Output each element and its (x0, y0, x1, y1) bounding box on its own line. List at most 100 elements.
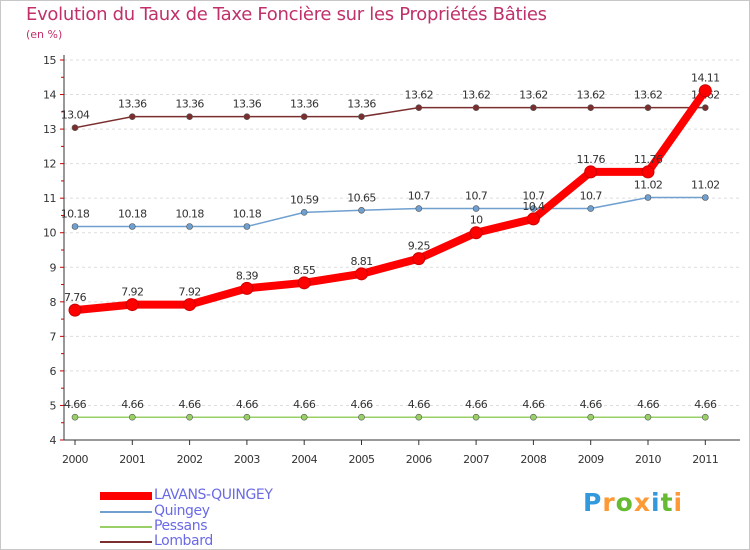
data-point (358, 413, 365, 421)
data-point (186, 113, 193, 120)
data-point (587, 413, 595, 421)
data-label: 10.65 (347, 191, 376, 204)
y-tick-label: 8 (50, 296, 57, 309)
data-label: 10.18 (118, 208, 147, 221)
data-label: 13.36 (233, 98, 262, 111)
data-label: 7.76 (64, 291, 87, 304)
legend-label: Pessans (154, 518, 208, 534)
data-label: 4.66 (293, 398, 316, 411)
legend-label: Quingey (154, 503, 210, 519)
x-tick-label: 2010 (635, 453, 661, 466)
data-point (71, 413, 79, 421)
x-tick-label: 2007 (463, 453, 489, 466)
chart-title: Evolution du Taux de Taxe Foncière sur l… (26, 4, 547, 25)
data-point (530, 205, 537, 212)
logo-letter: i (673, 488, 684, 517)
data-point (183, 298, 197, 312)
data-label: 4.66 (64, 398, 87, 411)
x-tick-label: 2004 (291, 453, 317, 466)
data-label: 4.66 (179, 398, 202, 411)
data-point (701, 194, 709, 201)
x-tick-label: 2005 (349, 453, 375, 466)
data-point (472, 413, 480, 421)
data-label: 8.55 (293, 264, 316, 277)
data-point (71, 223, 79, 230)
data-label: 13.62 (576, 89, 605, 102)
data-point (129, 413, 136, 421)
data-point (472, 205, 480, 212)
data-point (530, 413, 537, 421)
data-label: 4.66 (580, 398, 603, 411)
y-tick-label: 13 (43, 123, 56, 136)
x-tick-label: 2001 (119, 453, 145, 466)
data-point (129, 113, 136, 120)
data-point (584, 165, 598, 179)
y-tick-label: 10 (43, 227, 56, 240)
x-tick-label: 2000 (62, 453, 88, 466)
data-point (129, 223, 136, 230)
data-label: 11.02 (691, 178, 720, 191)
data-label: 11.76 (634, 153, 663, 166)
data-label: 10.18 (175, 208, 204, 221)
series-line (74, 106, 707, 129)
legend-swatch (100, 526, 152, 528)
data-point (526, 212, 540, 226)
data-point (300, 413, 308, 421)
data-label: 7.92 (121, 286, 143, 299)
data-label: 13.36 (118, 98, 147, 111)
x-tick-label: 2006 (406, 453, 432, 466)
data-point (300, 113, 308, 120)
data-label: 13.36 (347, 98, 376, 111)
y-tick-label: 4 (50, 434, 57, 447)
data-point (415, 104, 423, 111)
data-label: 13.62 (634, 89, 663, 102)
x-tick-label: 2002 (177, 453, 203, 466)
x-tick-label: 2008 (520, 453, 546, 466)
data-label: 4.66 (408, 398, 431, 411)
y-tick-label: 9 (50, 261, 57, 274)
data-label: 11.76 (576, 153, 605, 166)
data-point (415, 413, 423, 421)
data-label: 4.66 (465, 398, 488, 411)
data-label: 8.81 (350, 255, 372, 268)
data-label: 10.7 (580, 190, 603, 203)
data-point (186, 223, 193, 230)
data-label: 10 (470, 214, 483, 227)
data-point (587, 205, 595, 212)
legend-label: Lombard (154, 533, 213, 549)
data-label: 10.7 (522, 190, 545, 203)
y-tick-label: 14 (43, 89, 56, 102)
data-point (412, 252, 426, 266)
data-label: 4.66 (236, 398, 259, 411)
data-label: 10.4 (522, 200, 545, 213)
logo-letter: r (602, 488, 616, 517)
data-point (644, 104, 652, 111)
data-point (186, 413, 193, 421)
x-tick-label: 2009 (578, 453, 604, 466)
unit-label: (en %) (26, 28, 63, 41)
data-label: 4.66 (694, 398, 717, 411)
data-point (644, 194, 652, 201)
data-point (243, 113, 251, 120)
data-label: 4.66 (121, 398, 144, 411)
logo-letter: P (583, 488, 603, 517)
data-point (243, 413, 251, 421)
data-label: 7.92 (179, 286, 201, 299)
data-label: 8.39 (236, 269, 259, 282)
y-tick-label: 12 (43, 158, 56, 171)
data-point (530, 104, 537, 111)
data-label: 13.36 (175, 98, 204, 111)
data-label: 10.18 (61, 208, 90, 221)
data-point (415, 205, 423, 212)
data-label: 10.59 (290, 193, 319, 206)
y-tick-label: 11 (43, 192, 56, 205)
data-label: 4.66 (637, 398, 660, 411)
data-point (469, 226, 483, 240)
data-point (240, 281, 254, 295)
data-label: 13.62 (462, 89, 491, 102)
legend-swatch (100, 511, 152, 513)
logo-letter: t (660, 488, 674, 517)
x-tick-label: 2003 (234, 453, 260, 466)
